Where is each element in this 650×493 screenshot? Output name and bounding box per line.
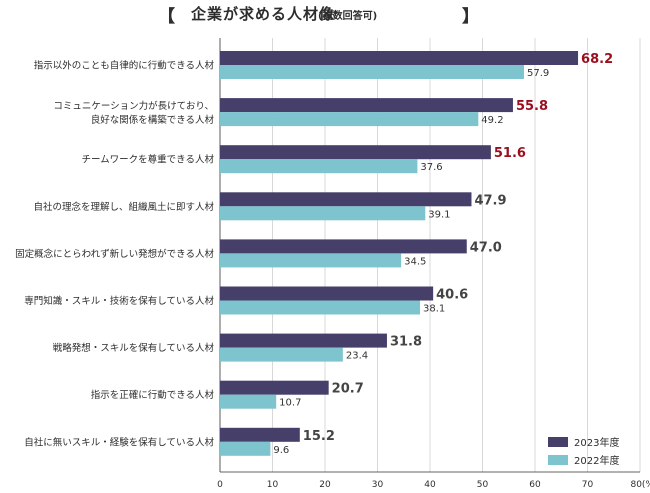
category-label: 指示を正確に行動できる人材 bbox=[91, 389, 215, 401]
title-sub: (複数回答可) bbox=[318, 11, 378, 22]
x-tick-label: 50 bbox=[477, 480, 489, 490]
bar-2022 bbox=[220, 112, 479, 127]
bar-2022 bbox=[220, 253, 402, 268]
value-label-2023: 47.0 bbox=[470, 240, 502, 255]
category-label: 専門知識・スキル・技術を保有している人材 bbox=[24, 295, 214, 307]
bar-2022 bbox=[220, 394, 277, 409]
bar-2022 bbox=[220, 441, 271, 456]
value-label-2022: 49.2 bbox=[481, 115, 503, 126]
value-label-2022: 34.5 bbox=[404, 256, 426, 267]
legend-label-2023: 2023年度 bbox=[574, 436, 619, 449]
value-label-2023: 31.8 bbox=[390, 335, 422, 350]
bar-2023 bbox=[220, 98, 513, 113]
bar-2023 bbox=[220, 145, 491, 160]
legend-swatch-2022 bbox=[548, 455, 568, 465]
category-label: 指示以外のことも自律的に行動できる人材 bbox=[34, 60, 215, 72]
category-label: 固定概念にとらわれず新しい発想ができる人材 bbox=[15, 248, 214, 260]
category-label: 自社に無いスキル・経験を保有している人材 bbox=[24, 436, 214, 448]
category-label: チームワークを尊重できる人材 bbox=[81, 154, 214, 166]
bar-2023 bbox=[220, 239, 467, 254]
x-tick-label: 10 bbox=[267, 480, 279, 490]
x-tick-label: 30 bbox=[372, 480, 384, 490]
bar-2022 bbox=[220, 300, 421, 315]
title-main: 企業が求める人材像 bbox=[191, 5, 336, 23]
bar-2023 bbox=[220, 427, 300, 442]
value-label-2022: 39.1 bbox=[428, 209, 450, 220]
legend-swatch-2023 bbox=[548, 437, 568, 447]
bar-2023 bbox=[220, 380, 329, 395]
bar-2023 bbox=[220, 286, 434, 301]
category-label: 自社の理念を理解し、組織風土に即す人材 bbox=[33, 201, 214, 213]
bar-2022 bbox=[220, 206, 426, 221]
bar-2022 bbox=[220, 159, 418, 174]
value-label-2023: 20.7 bbox=[332, 382, 364, 397]
value-label-2022: 10.7 bbox=[279, 398, 301, 409]
value-label-2023: 40.6 bbox=[436, 288, 468, 303]
x-tick-label: 20 bbox=[319, 480, 331, 490]
value-label-2023: 15.2 bbox=[303, 429, 335, 444]
bar-2023 bbox=[220, 333, 387, 348]
value-label-2023: 55.8 bbox=[516, 99, 548, 114]
value-label-2022: 57.9 bbox=[527, 68, 549, 79]
value-label-2023: 68.2 bbox=[581, 52, 613, 67]
value-label-2022: 23.4 bbox=[346, 351, 368, 362]
title-bracket-left: 【 bbox=[158, 7, 175, 27]
bar-2023 bbox=[220, 192, 472, 207]
value-label-2023: 47.9 bbox=[474, 193, 506, 208]
chart-title: 【 企業が求める人材像 (複数回答可) 】 bbox=[0, 2, 650, 27]
bar-2022 bbox=[220, 347, 343, 362]
title-bracket-right: 】 bbox=[462, 7, 479, 27]
x-tick-label: 80(%) bbox=[630, 480, 650, 490]
x-tick-label: 60 bbox=[529, 480, 541, 490]
x-tick-label: 70 bbox=[582, 480, 594, 490]
value-label-2022: 37.6 bbox=[420, 162, 442, 173]
x-tick-label: 40 bbox=[424, 480, 436, 490]
category-label: 良好な関係を構築できる人材 bbox=[91, 114, 215, 126]
value-label-2022: 9.6 bbox=[273, 445, 289, 456]
x-tick-label: 0 bbox=[217, 480, 223, 490]
value-label-2022: 38.1 bbox=[423, 304, 445, 315]
category-label: 戦略発想・スキルを保有している人材 bbox=[53, 342, 215, 354]
value-label-2023: 51.6 bbox=[494, 146, 526, 161]
legend-label-2022: 2022年度 bbox=[574, 454, 619, 467]
category-label: コミュニケーション力が長けており、 bbox=[53, 100, 214, 112]
bar-2023 bbox=[220, 51, 579, 65]
bar-2022 bbox=[220, 65, 524, 79]
